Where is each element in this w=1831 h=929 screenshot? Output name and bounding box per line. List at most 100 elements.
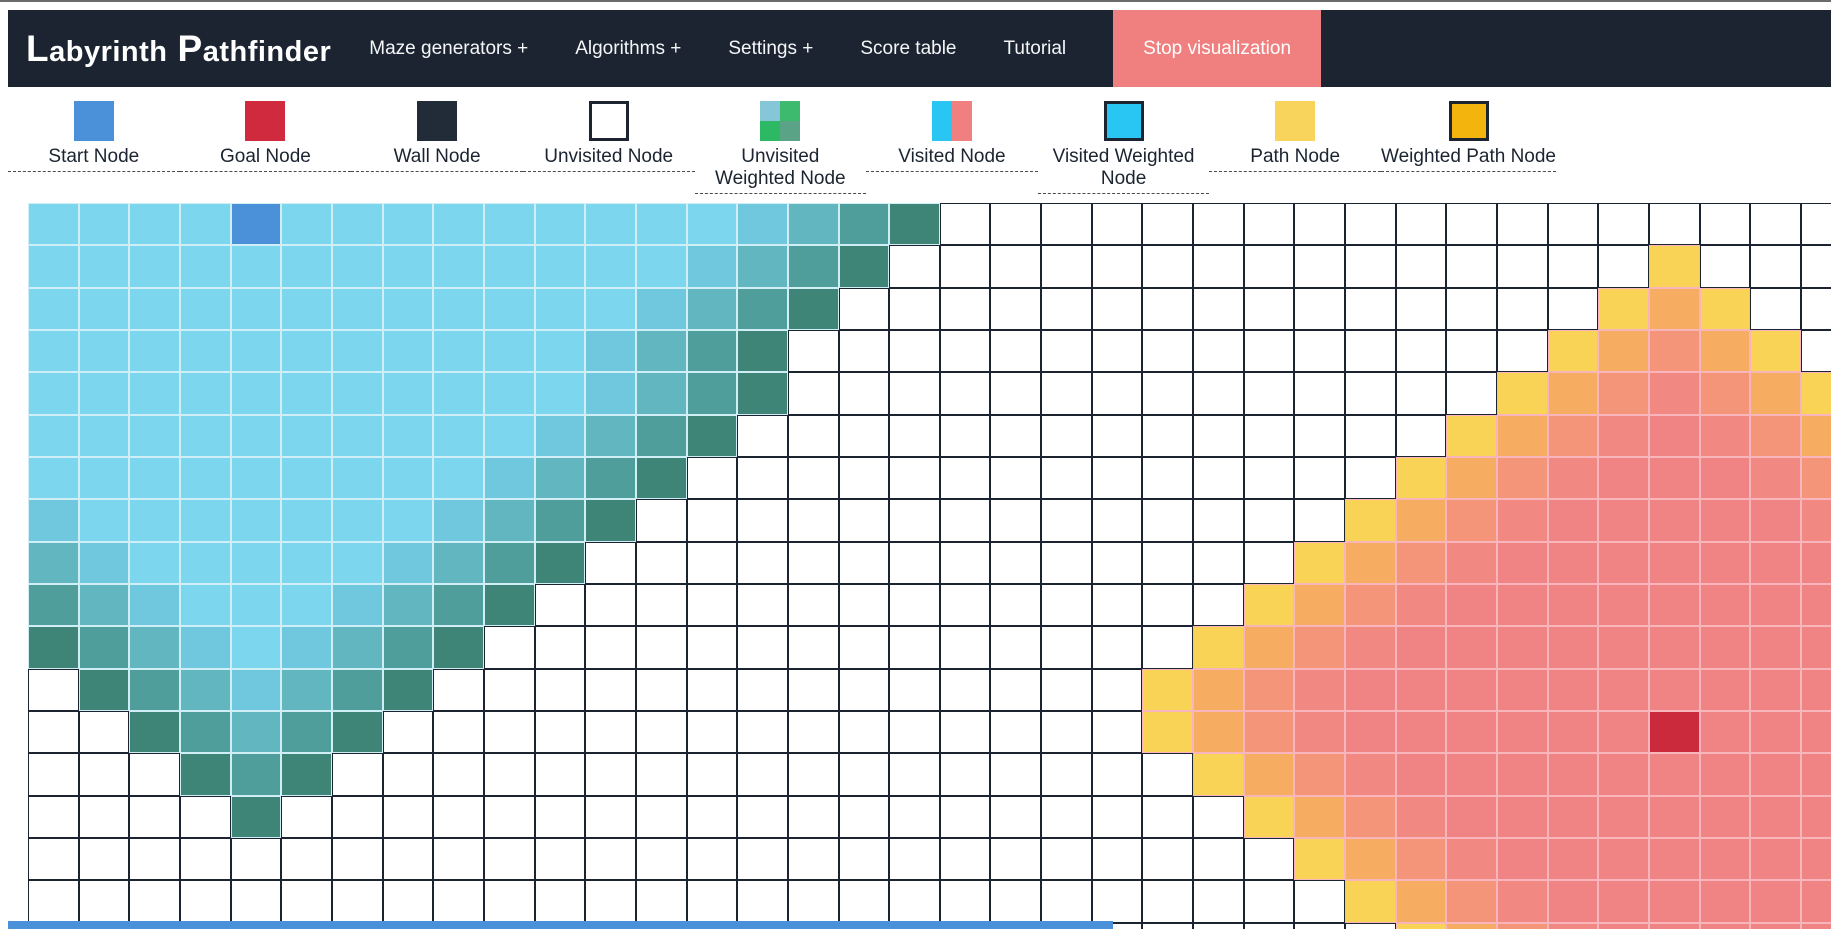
visited-cell-start-wave[interactable]	[331, 499, 383, 542]
visited-cell-goal-wave[interactable]	[1699, 287, 1751, 330]
visited-cell-goal-wave[interactable]	[1649, 922, 1700, 929]
grid-cell[interactable]	[1091, 541, 1143, 584]
visited-cell-start-wave[interactable]	[433, 329, 484, 373]
grid-cell[interactable]	[1091, 583, 1143, 627]
visited-cell-start-wave[interactable]	[129, 541, 180, 584]
grid-cell[interactable]	[1446, 245, 1498, 288]
visited-cell-goal-wave[interactable]	[1345, 668, 1396, 711]
visited-cell-start-wave[interactable]	[737, 203, 788, 246]
visited-cell-start-wave[interactable]	[585, 372, 636, 415]
visited-cell-start-wave[interactable]	[433, 414, 484, 457]
grid-cell[interactable]	[939, 245, 991, 288]
visited-cell-start-wave[interactable]	[28, 456, 79, 500]
grid-cell[interactable]	[433, 668, 484, 711]
grid-cell[interactable]	[1041, 795, 1092, 838]
visited-cell-goal-wave[interactable]	[1243, 753, 1295, 796]
visited-cell-start-wave[interactable]	[534, 456, 586, 500]
grid-cell[interactable]	[889, 626, 940, 669]
grid-cell[interactable]	[1497, 203, 1548, 246]
visited-cell-start-wave[interactable]	[331, 626, 383, 669]
grid-cell[interactable]	[990, 837, 1042, 881]
grid-cell[interactable]	[129, 880, 180, 923]
grid-cell[interactable]	[635, 499, 687, 542]
visited-cell-goal-wave[interactable]	[1395, 456, 1447, 500]
visited-cell-goal-wave[interactable]	[1446, 456, 1498, 500]
visited-cell-goal-wave[interactable]	[1649, 456, 1700, 500]
grid-cell[interactable]	[1446, 372, 1498, 415]
grid-cell[interactable]	[1598, 245, 1649, 288]
visited-cell-start-wave[interactable]	[331, 414, 383, 457]
visited-cell-goal-wave[interactable]	[1547, 626, 1599, 669]
visited-cell-start-wave[interactable]	[433, 287, 484, 330]
visited-cell-goal-wave[interactable]	[1345, 837, 1396, 881]
grid-cell[interactable]	[534, 753, 586, 796]
grid-cell[interactable]	[1193, 203, 1244, 246]
visited-cell-goal-wave[interactable]	[1699, 626, 1751, 669]
visited-cell-start-wave[interactable]	[179, 203, 231, 246]
visited-cell-start-wave[interactable]	[78, 414, 130, 457]
visited-cell-start-wave[interactable]	[78, 626, 130, 669]
grid-cell[interactable]	[1142, 922, 1194, 929]
visited-cell-start-wave[interactable]	[179, 372, 231, 415]
grid-cell[interactable]	[1497, 329, 1548, 373]
visited-cell-goal-wave[interactable]	[1547, 710, 1599, 754]
grid-cell[interactable]	[331, 795, 383, 838]
visited-cell-goal-wave[interactable]	[1243, 626, 1295, 669]
visited-cell-start-wave[interactable]	[230, 795, 282, 838]
grid-cell[interactable]	[433, 837, 484, 881]
visited-cell-goal-wave[interactable]	[1497, 710, 1548, 754]
grid-cell[interactable]	[838, 583, 890, 627]
visited-cell-goal-wave[interactable]	[1699, 710, 1751, 754]
grid-cell[interactable]	[78, 710, 130, 754]
grid-cell[interactable]	[838, 710, 890, 754]
visited-cell-goal-wave[interactable]	[1395, 922, 1447, 929]
visited-cell-goal-wave[interactable]	[1345, 583, 1396, 627]
visited-cell-goal-wave[interactable]	[1699, 499, 1751, 542]
visited-cell-goal-wave[interactable]	[1294, 541, 1346, 584]
grid-cell[interactable]	[737, 541, 788, 584]
visited-cell-goal-wave[interactable]	[1395, 626, 1447, 669]
visited-cell-start-wave[interactable]	[382, 414, 434, 457]
visited-cell-goal-wave[interactable]	[1395, 795, 1447, 838]
grid-cell[interactable]	[990, 287, 1042, 330]
grid-cell[interactable]	[28, 668, 79, 711]
visited-cell-goal-wave[interactable]	[1497, 499, 1548, 542]
visited-cell-goal-wave[interactable]	[1598, 456, 1649, 500]
grid-cell[interactable]	[1294, 414, 1346, 457]
visited-cell-start-wave[interactable]	[534, 245, 586, 288]
grid-cell[interactable]	[585, 880, 636, 923]
grid-cell[interactable]	[737, 668, 788, 711]
grid-cell[interactable]	[737, 626, 788, 669]
visited-cell-start-wave[interactable]	[281, 541, 332, 584]
visited-cell-start-wave[interactable]	[129, 372, 180, 415]
visited-cell-goal-wave[interactable]	[1446, 922, 1498, 929]
visited-cell-goal-wave[interactable]	[1446, 880, 1498, 923]
visited-cell-start-wave[interactable]	[585, 499, 636, 542]
grid-cell[interactable]	[78, 795, 130, 838]
visited-cell-start-wave[interactable]	[179, 753, 231, 796]
grid-cell[interactable]	[939, 583, 991, 627]
visited-cell-goal-wave[interactable]	[1750, 541, 1801, 584]
visited-cell-goal-wave[interactable]	[1800, 456, 1831, 500]
visited-cell-goal-wave[interactable]	[1547, 414, 1599, 457]
grid-cell[interactable]	[1193, 499, 1244, 542]
visited-cell-start-wave[interactable]	[179, 583, 231, 627]
grid-cell[interactable]	[686, 795, 738, 838]
visited-cell-start-wave[interactable]	[179, 329, 231, 373]
grid-cell[interactable]	[1041, 203, 1092, 246]
visited-cell-goal-wave[interactable]	[1345, 795, 1396, 838]
grid-cell[interactable]	[28, 753, 79, 796]
visited-cell-start-wave[interactable]	[230, 287, 282, 330]
visited-cell-start-wave[interactable]	[585, 245, 636, 288]
visited-cell-start-wave[interactable]	[281, 245, 332, 288]
grid-cell[interactable]	[1091, 626, 1143, 669]
grid-cell[interactable]	[1091, 837, 1143, 881]
visited-cell-goal-wave[interactable]	[1750, 837, 1801, 881]
visited-cell-start-wave[interactable]	[635, 203, 687, 246]
grid-cell[interactable]	[787, 795, 839, 838]
grid-cell[interactable]	[1243, 287, 1295, 330]
grid-cell[interactable]	[889, 456, 940, 500]
visited-cell-goal-wave[interactable]	[1598, 795, 1649, 838]
visited-cell-start-wave[interactable]	[382, 203, 434, 246]
visited-cell-goal-wave[interactable]	[1497, 753, 1548, 796]
